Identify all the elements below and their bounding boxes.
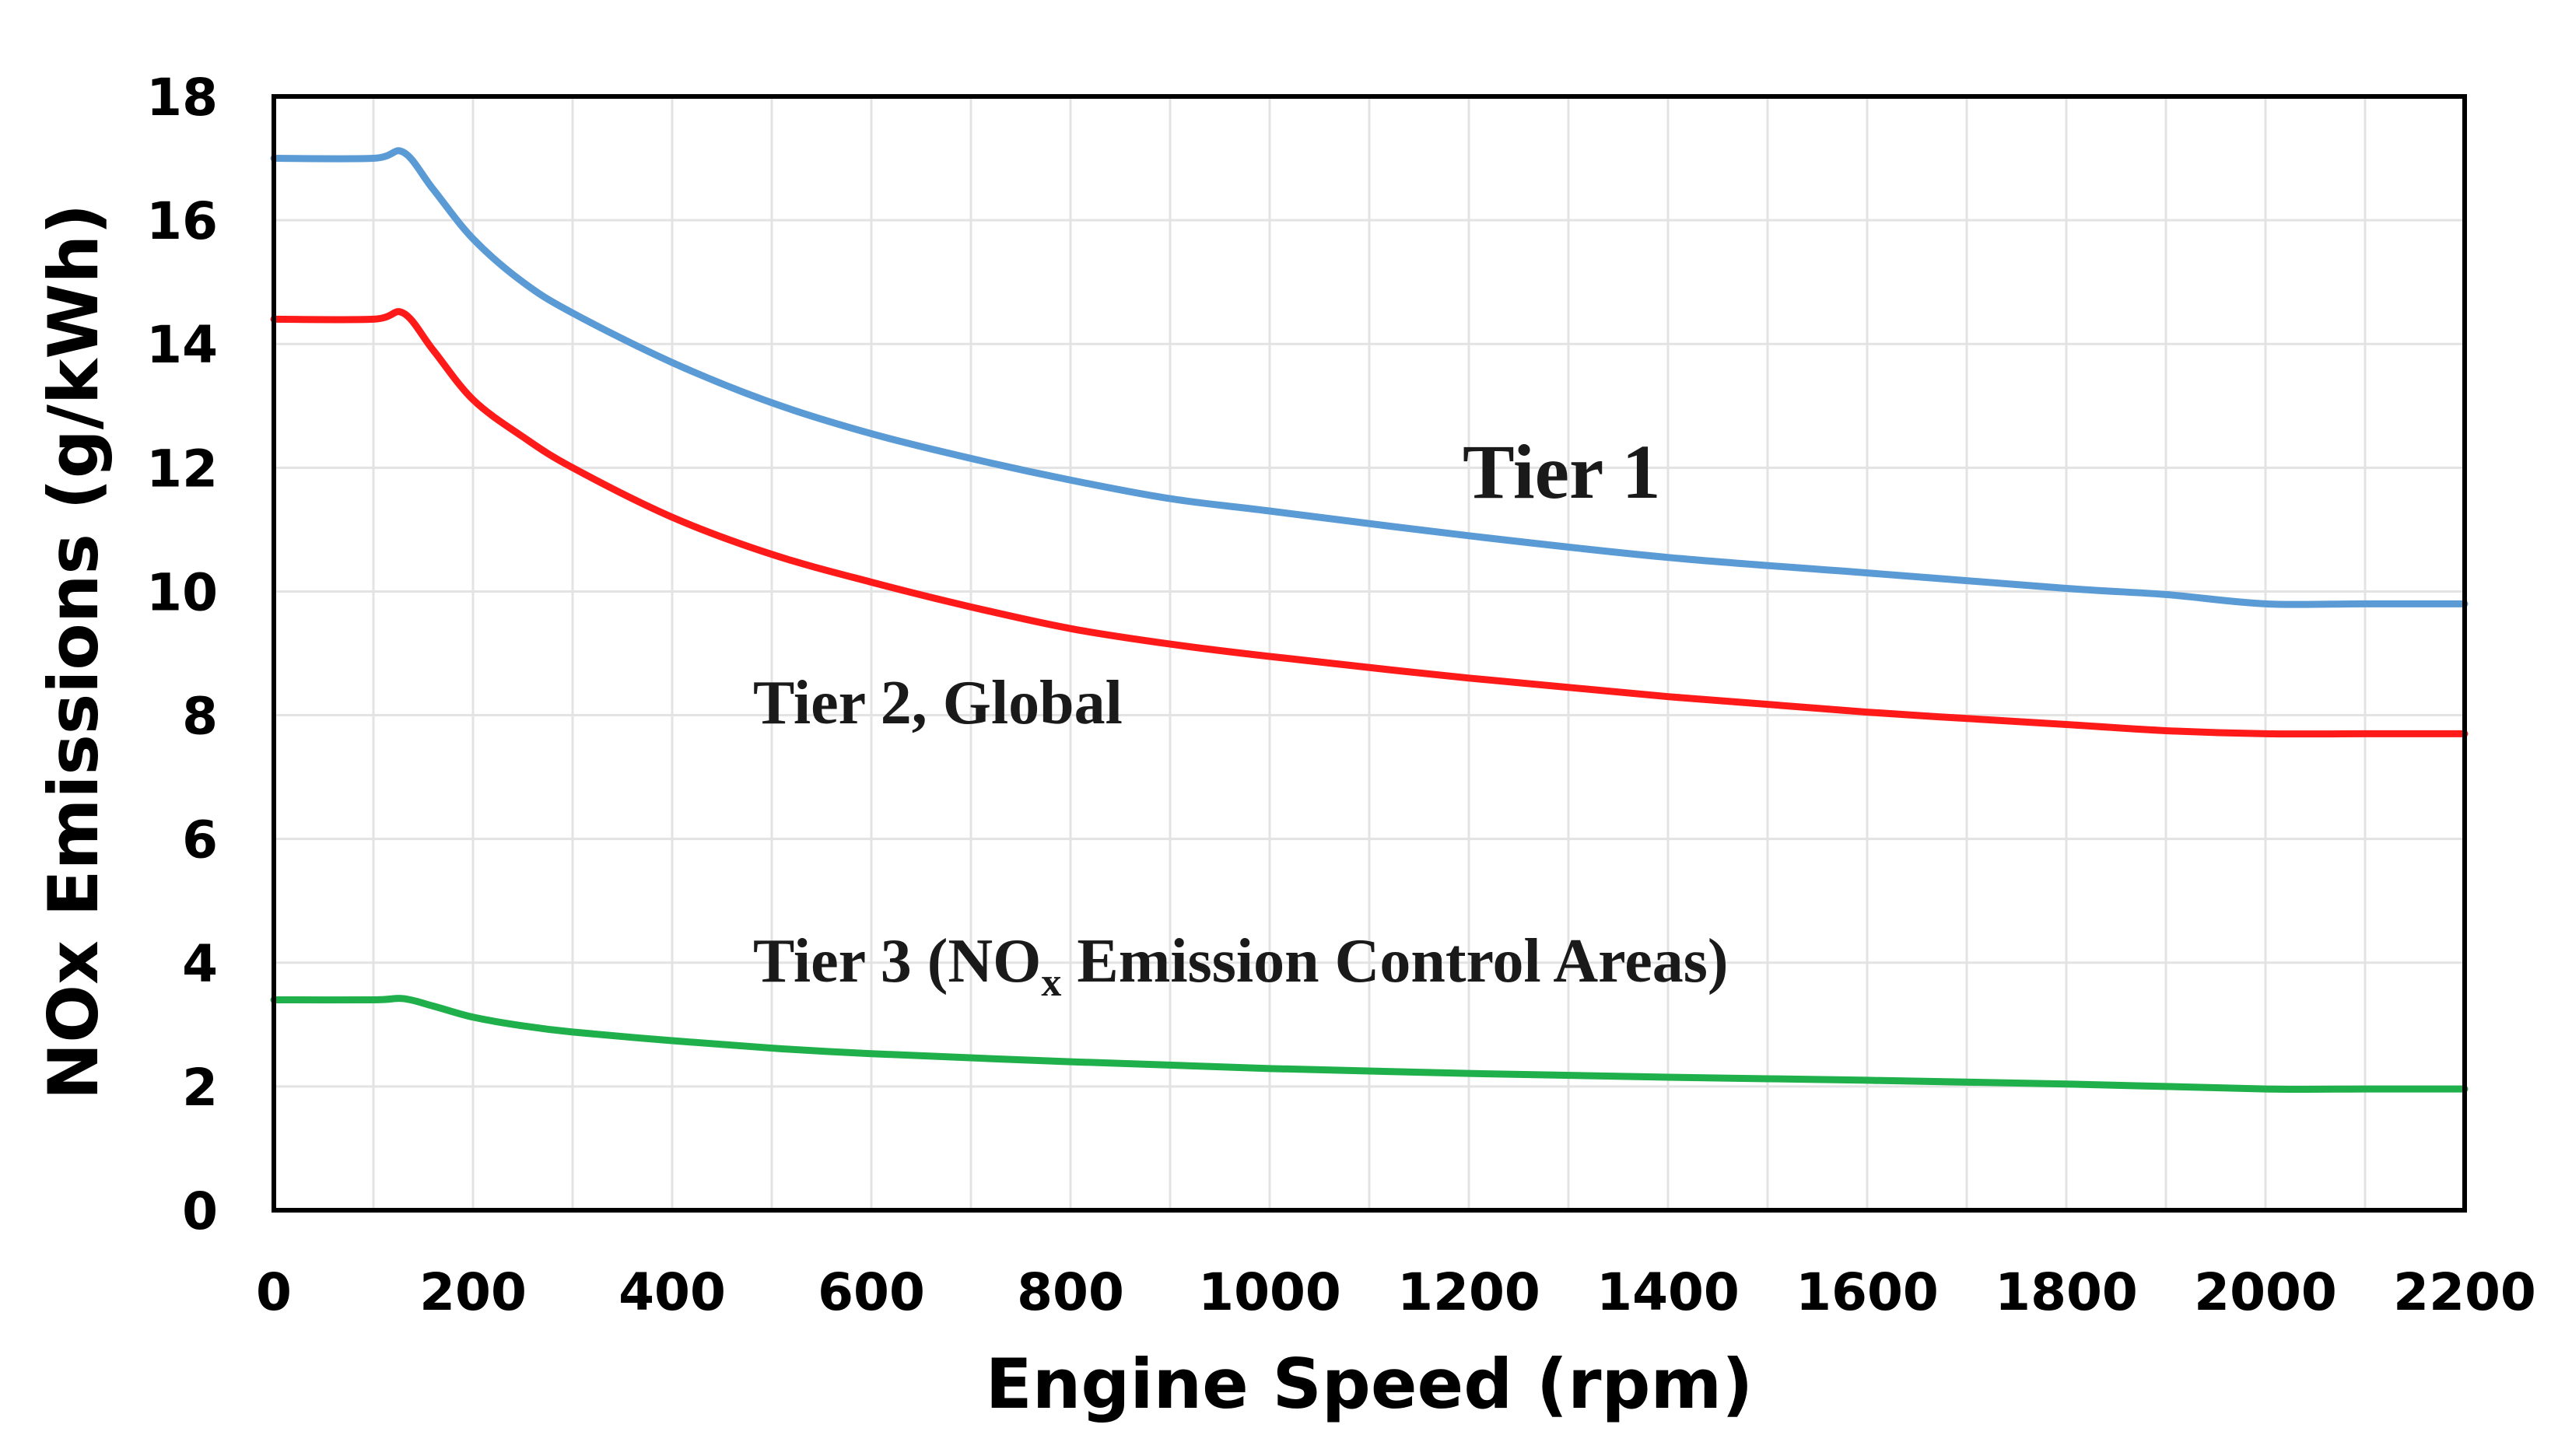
tier1-annotation: Tier 1 — [1463, 429, 1661, 515]
x-tick-label: 1200 — [1397, 1262, 1540, 1322]
tier3-annotation: Tier 3 (NOx Emission Control Areas) — [753, 927, 1728, 1005]
tier3-annotation-suffix: Emission Control Areas) — [1061, 927, 1728, 996]
x-tick-label: 800 — [1017, 1262, 1124, 1322]
y-tick-label: 2 — [182, 1058, 218, 1118]
y-tick-label: 18 — [146, 68, 218, 128]
plot-frame — [272, 94, 2467, 1213]
y-tick-label: 14 — [146, 315, 218, 375]
x-tick-label: 400 — [618, 1262, 726, 1322]
tier2-annotation: Tier 2, Global — [753, 669, 1123, 737]
x-tick-label: 600 — [818, 1262, 925, 1322]
x-tick-label: 2200 — [2393, 1262, 2536, 1322]
series-line-tier2 — [270, 308, 2469, 738]
y-tick-label: 4 — [182, 934, 218, 994]
tier3-annotation-prefix: Tier 3 (NO — [753, 927, 1041, 996]
x-tick-label: 0 — [256, 1262, 292, 1322]
y-tick-label: 6 — [182, 810, 218, 870]
series-line-tier1 — [270, 147, 2469, 608]
y-tick-label: 8 — [182, 687, 218, 747]
y-tick-label: 0 — [182, 1181, 218, 1241]
x-tick-label: 1800 — [1995, 1262, 2138, 1322]
y-tick-label: 16 — [146, 191, 218, 251]
y-axis-ticks: 0 2 4 6 8 10 12 14 16 18 — [146, 68, 218, 1241]
y-tick-label: 10 — [146, 562, 218, 622]
y-axis-title: NOx Emissions (g/kWh) — [33, 204, 114, 1101]
grid — [272, 95, 2466, 1212]
x-axis-ticks: 0 200 400 600 800 1000 1200 1400 1600 1800 2000 220… — [256, 1262, 2536, 1322]
x-axis-title: Engine Speed (rpm) — [986, 1344, 1754, 1424]
x-tick-label: 200 — [419, 1262, 527, 1322]
series-line-tier3 — [270, 995, 2469, 1094]
x-tick-label: 1600 — [1796, 1262, 1939, 1322]
x-tick-label: 2000 — [2194, 1262, 2337, 1322]
y-tick-label: 12 — [146, 439, 218, 499]
x-tick-label: 1400 — [1596, 1262, 1740, 1322]
series-lines — [270, 147, 2469, 1094]
x-tick-label: 1000 — [1198, 1262, 1341, 1322]
tier3-annotation-subscript: x — [1041, 961, 1061, 1005]
